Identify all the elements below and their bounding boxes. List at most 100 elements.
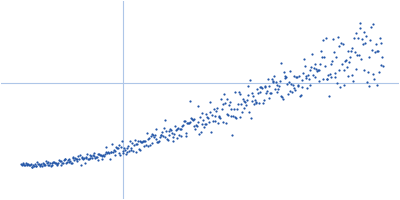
Point <box>213 109 219 112</box>
Point <box>361 68 368 71</box>
Point <box>189 117 195 120</box>
Point <box>330 37 336 41</box>
Point <box>161 135 168 138</box>
Point <box>137 140 144 143</box>
Point <box>259 87 265 90</box>
Point <box>260 98 267 101</box>
Point <box>206 100 213 103</box>
Point <box>106 157 113 160</box>
Point <box>115 152 122 155</box>
Point <box>158 133 164 137</box>
Point <box>43 159 49 162</box>
Point <box>252 98 258 102</box>
Point <box>68 161 74 164</box>
Point <box>130 149 136 152</box>
Point <box>372 50 378 53</box>
Point <box>100 154 106 157</box>
Point <box>141 140 148 143</box>
Point <box>82 157 89 160</box>
Point <box>38 162 44 165</box>
Point <box>331 50 337 53</box>
Point <box>30 164 36 167</box>
Point <box>156 136 163 139</box>
Point <box>120 151 126 154</box>
Point <box>124 146 130 149</box>
Point <box>48 165 54 168</box>
Point <box>165 130 172 133</box>
Point <box>226 104 232 107</box>
Point <box>96 153 102 156</box>
Point <box>26 164 32 167</box>
Point <box>51 161 57 164</box>
Point <box>118 146 124 149</box>
Point <box>274 90 280 93</box>
Point <box>294 84 301 87</box>
Point <box>136 148 143 151</box>
Point <box>269 80 276 83</box>
Point <box>374 83 380 86</box>
Point <box>98 154 104 157</box>
Point <box>252 101 259 104</box>
Point <box>352 67 359 70</box>
Point <box>194 124 200 128</box>
Point <box>49 161 56 164</box>
Point <box>215 115 222 118</box>
Point <box>293 76 299 79</box>
Point <box>364 80 370 83</box>
Point <box>322 64 328 68</box>
Point <box>110 151 116 154</box>
Point <box>228 115 234 118</box>
Point <box>347 56 353 59</box>
Point <box>243 104 249 107</box>
Point <box>62 158 68 161</box>
Point <box>40 163 47 166</box>
Point <box>18 162 24 166</box>
Point <box>98 157 105 160</box>
Point <box>126 149 132 152</box>
Point <box>350 80 356 83</box>
Point <box>170 135 176 139</box>
Point <box>225 114 232 117</box>
Point <box>362 41 368 44</box>
Point <box>254 87 260 90</box>
Point <box>223 121 229 124</box>
Point <box>327 72 333 75</box>
Point <box>300 72 306 75</box>
Point <box>37 163 44 166</box>
Point <box>326 95 332 98</box>
Point <box>365 84 372 88</box>
Point <box>310 66 317 69</box>
Point <box>52 161 59 165</box>
Point <box>91 152 98 155</box>
Point <box>52 161 58 164</box>
Point <box>329 59 336 62</box>
Point <box>248 116 254 120</box>
Point <box>233 117 240 120</box>
Point <box>323 77 330 80</box>
Point <box>109 142 115 145</box>
Point <box>28 163 34 166</box>
Point <box>260 101 266 104</box>
Point <box>116 143 122 147</box>
Point <box>114 146 121 149</box>
Point <box>299 79 306 82</box>
Point <box>344 49 351 52</box>
Point <box>28 165 35 169</box>
Point <box>277 79 283 82</box>
Point <box>143 143 149 147</box>
Point <box>166 133 172 136</box>
Point <box>320 78 326 81</box>
Point <box>270 80 276 83</box>
Point <box>90 154 97 158</box>
Point <box>53 164 60 167</box>
Point <box>108 150 114 153</box>
Point <box>167 128 173 131</box>
Point <box>184 122 190 125</box>
Point <box>292 89 298 92</box>
Point <box>236 91 242 94</box>
Point <box>85 157 91 160</box>
Point <box>74 159 80 163</box>
Point <box>80 158 86 161</box>
Point <box>193 123 199 126</box>
Point <box>89 156 95 160</box>
